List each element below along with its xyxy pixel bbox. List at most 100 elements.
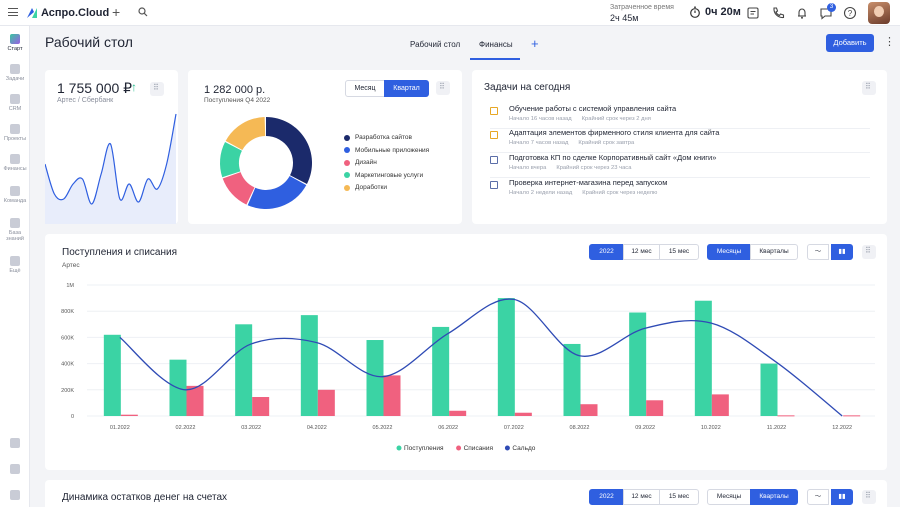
- search-icon[interactable]: [138, 7, 148, 17]
- period-15m-button[interactable]: 15 мес: [659, 244, 699, 260]
- income-bar[interactable]: [432, 326, 450, 416]
- donut-slice[interactable]: [247, 176, 307, 209]
- task-item[interactable]: Адаптация элементов фирменного стиля кли…: [490, 128, 870, 153]
- expense-bar[interactable]: [383, 375, 401, 416]
- drag-handle-icon[interactable]: [150, 82, 164, 96]
- expense-bar[interactable]: [514, 412, 532, 416]
- legend-label: Поступления: [404, 445, 444, 452]
- document-icon[interactable]: [746, 6, 760, 20]
- bell-icon[interactable]: [795, 6, 809, 20]
- sidebar-item-label: Задачи: [5, 76, 25, 82]
- group-months-button[interactable]: Месяцы: [707, 489, 751, 505]
- line-chart-toggle-icon[interactable]: 〜: [807, 489, 829, 505]
- sidebar-item-team[interactable]: Команда: [0, 186, 30, 204]
- task-title[interactable]: Подготовка КП по сделке Корпоративный са…: [509, 153, 717, 162]
- timer[interactable]: 0ч 20м: [689, 6, 741, 18]
- balance-amount: 1 755 000 ₽: [57, 80, 133, 96]
- donut-slice[interactable]: [220, 142, 242, 178]
- income-bar[interactable]: [300, 315, 318, 416]
- period-2022-button[interactable]: 2022: [589, 244, 624, 260]
- task-title[interactable]: Адаптация элементов фирменного стиля кли…: [509, 128, 720, 137]
- drag-handle-icon[interactable]: [862, 245, 876, 259]
- expense-bar[interactable]: [186, 385, 204, 416]
- income-bar[interactable]: [760, 363, 778, 416]
- task-checkbox[interactable]: [490, 131, 498, 139]
- bottom-sidebar-icon[interactable]: [10, 438, 20, 448]
- sidebar-item-label: Финансы: [3, 166, 27, 172]
- bar-chart-toggle-icon[interactable]: ▮▮: [831, 489, 853, 505]
- drag-handle-icon[interactable]: [436, 81, 450, 95]
- income-bar[interactable]: [103, 334, 121, 416]
- drag-handle-icon[interactable]: [862, 490, 876, 504]
- donut-slice[interactable]: [266, 117, 312, 184]
- line-chart-toggle-icon[interactable]: 〜: [807, 244, 829, 260]
- income-bar[interactable]: [235, 324, 253, 416]
- toggle-month[interactable]: Месяц: [345, 80, 385, 97]
- tab-finance[interactable]: Финансы: [479, 40, 513, 49]
- expense-bar[interactable]: [317, 389, 335, 416]
- income-bar[interactable]: [563, 343, 581, 416]
- period-12m-button[interactable]: 12 мес: [623, 489, 660, 505]
- bottom-sidebar-icon[interactable]: [10, 464, 20, 474]
- expense-bar[interactable]: [120, 414, 138, 416]
- task-item[interactable]: Проверка интернет-магазина перед запуско…: [490, 178, 870, 203]
- y-tick-label: 200K: [61, 388, 74, 394]
- help-icon[interactable]: ?: [843, 6, 857, 20]
- sidebar-item-start[interactable]: Старт: [0, 34, 30, 52]
- more-vertical-icon[interactable]: ⋮: [884, 36, 895, 48]
- task-item[interactable]: Подготовка КП по сделке Корпоративный са…: [490, 153, 870, 178]
- add-plus-icon[interactable]: +: [112, 4, 121, 20]
- group-quarters-button[interactable]: Кварталы: [750, 489, 798, 505]
- app-logo[interactable]: Аспро.Cloud: [26, 6, 109, 20]
- user-avatar[interactable]: [868, 2, 890, 24]
- income-bar[interactable]: [694, 300, 712, 416]
- phone-icon[interactable]: [771, 6, 785, 20]
- expense-bar[interactable]: [777, 415, 795, 417]
- x-tick-label: 09.2022: [635, 425, 655, 431]
- expense-bar[interactable]: [711, 394, 729, 416]
- expense-bar[interactable]: [449, 410, 467, 416]
- donut-slices: [220, 117, 312, 209]
- expense-bar[interactable]: [646, 400, 664, 416]
- expense-bar[interactable]: [843, 415, 861, 417]
- donut-slice[interactable]: [225, 117, 266, 150]
- sidebar-item-finance[interactable]: Финансы: [0, 154, 30, 172]
- sidebar-item-projects[interactable]: Проекты: [0, 124, 30, 142]
- cashflow-card: [45, 234, 887, 470]
- task-checkbox[interactable]: [490, 181, 498, 189]
- x-tick-label: 02.2022: [176, 425, 196, 431]
- sidebar-item-crm[interactable]: CRM: [0, 94, 30, 112]
- finance-icon: [10, 154, 20, 164]
- tab-desktop[interactable]: Рабочий стол: [410, 40, 461, 49]
- sidebar-item-tasks[interactable]: Задачи: [0, 64, 30, 82]
- sidebar-item-more[interactable]: Ещё: [0, 256, 30, 274]
- expense-bar[interactable]: [252, 397, 270, 416]
- toggle-quarter[interactable]: Квартал: [384, 80, 429, 97]
- bar-chart-toggle-icon[interactable]: ▮▮: [831, 244, 853, 260]
- donut-slice[interactable]: [222, 172, 255, 205]
- donut-chart: [220, 117, 312, 209]
- expense-bar[interactable]: [580, 404, 598, 416]
- task-checkbox[interactable]: [490, 156, 498, 164]
- bottom-sidebar-icon[interactable]: [10, 490, 20, 500]
- add-tab-icon[interactable]: +: [531, 36, 539, 51]
- legend-dot: [504, 445, 510, 451]
- add-button[interactable]: Добавить: [826, 34, 874, 52]
- income-bar[interactable]: [629, 312, 647, 416]
- income-bar[interactable]: [497, 298, 515, 416]
- period-2022-button[interactable]: 2022: [589, 489, 624, 505]
- group-quarters-button[interactable]: Кварталы: [750, 244, 798, 260]
- sidebar-item-knowledge[interactable]: База знаний: [0, 218, 30, 242]
- task-title[interactable]: Обучение работы с системой управления са…: [509, 104, 677, 113]
- period-12m-button[interactable]: 12 мес: [623, 244, 660, 260]
- drag-handle-icon[interactable]: [862, 81, 876, 95]
- sidebar-item-label: Ещё: [9, 268, 21, 274]
- task-start: Начало 7 часов назад: [509, 140, 569, 146]
- group-months-button[interactable]: Месяцы: [707, 244, 751, 260]
- income-bar[interactable]: [366, 340, 384, 416]
- hamburger-menu-icon[interactable]: [8, 8, 18, 16]
- task-item[interactable]: Обучение работы с системой управления са…: [490, 104, 870, 129]
- period-15m-button[interactable]: 15 мес: [659, 489, 699, 505]
- task-checkbox[interactable]: [490, 107, 498, 115]
- task-title[interactable]: Проверка интернет-магазина перед запуско…: [509, 178, 668, 187]
